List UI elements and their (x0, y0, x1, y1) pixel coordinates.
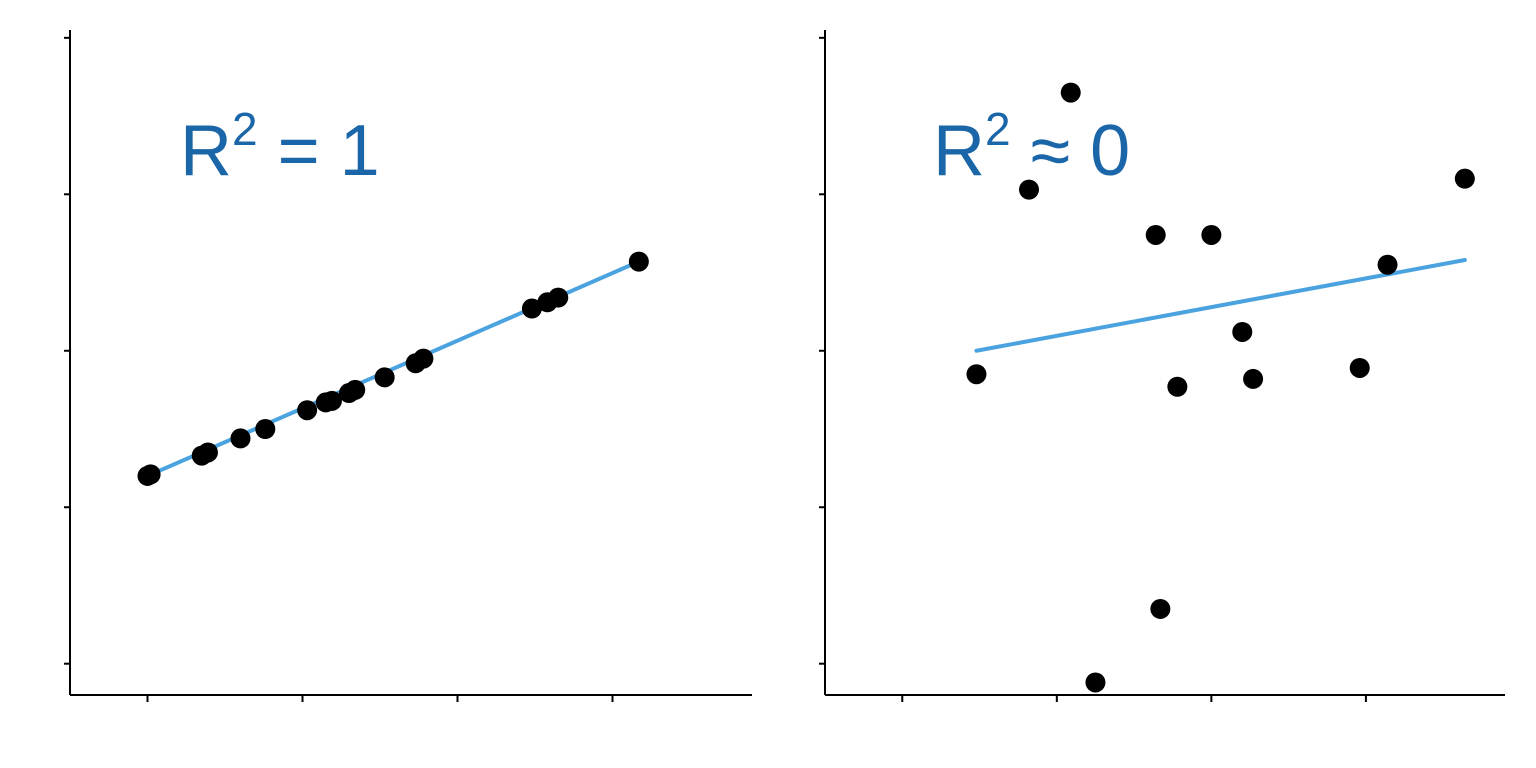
data-point (1243, 368, 1264, 389)
data-point (548, 287, 569, 308)
data-point (1060, 82, 1081, 103)
r-squared-base: R (933, 111, 985, 191)
data-point (1150, 598, 1171, 619)
r-squared-value: = 1 (258, 111, 380, 191)
data-point (1232, 321, 1253, 342)
data-point (1377, 254, 1398, 275)
r-squared-annotation: R2 = 1 (180, 103, 380, 191)
data-point (1145, 224, 1166, 245)
r-squared-exponent: 2 (985, 103, 1011, 155)
data-point (1085, 672, 1106, 693)
data-point (321, 390, 342, 411)
data-point (628, 251, 649, 272)
data-point (345, 379, 366, 400)
data-point (1454, 168, 1475, 189)
r-squared-value: ≈ 0 (1011, 111, 1131, 191)
regression-line (974, 258, 1467, 353)
data-point (966, 364, 987, 385)
panel-no-fit: R2 ≈ 0 (819, 30, 1505, 702)
data-point (197, 442, 218, 463)
panel-perfect-fit: R2 = 1 (64, 30, 752, 702)
data-point (230, 428, 251, 449)
data-point (413, 348, 434, 369)
data-point (1019, 179, 1039, 200)
r-squared-exponent: 2 (232, 103, 258, 155)
data-point (140, 464, 161, 485)
data-point (1167, 376, 1188, 397)
data-point (1201, 224, 1222, 245)
data-point (521, 298, 542, 319)
r-squared-annotation: R2 ≈ 0 (933, 103, 1130, 191)
r-squared-base: R (180, 111, 232, 191)
data-point (374, 367, 395, 388)
data-point (255, 419, 276, 439)
data-point (1349, 357, 1370, 378)
data-point (297, 400, 318, 421)
